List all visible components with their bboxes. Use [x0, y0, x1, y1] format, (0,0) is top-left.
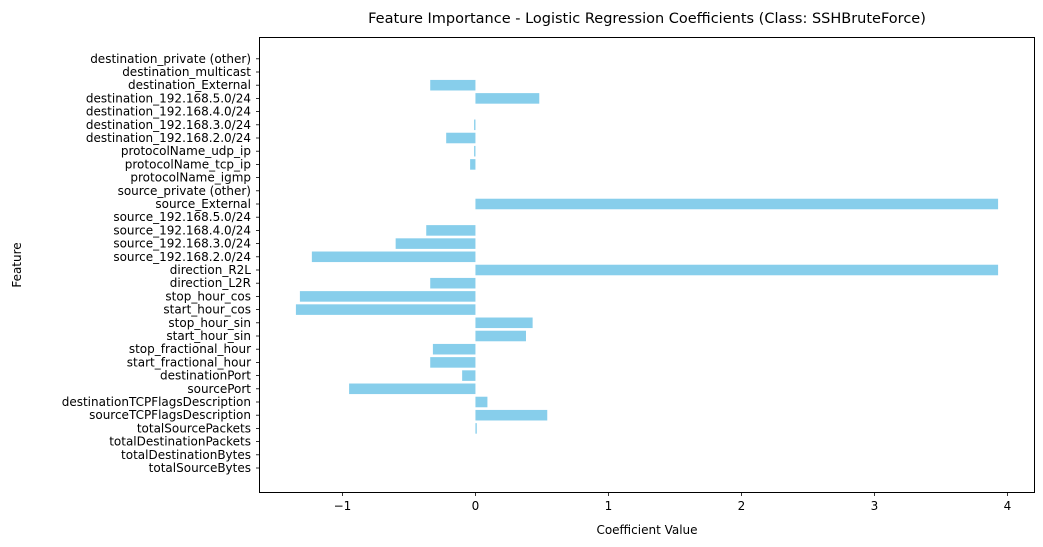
y-tick-label: source_192.168.2.0/24 [113, 250, 251, 264]
y-tick-label: sourcePort [187, 382, 251, 396]
y-tick-label: sourceTCPFlagsDescription [89, 408, 251, 422]
y-tick-label: totalSourcePackets [137, 421, 251, 435]
bar [426, 225, 476, 236]
y-tick-label: totalDestinationPackets [109, 435, 251, 449]
bar [430, 357, 476, 368]
y-tick-label: destinationTCPFlagsDescription [62, 395, 251, 409]
bar [475, 409, 548, 421]
x-tick-label: −1 [334, 499, 352, 513]
y-tick-label: source_private (other) [118, 184, 251, 198]
bar [299, 291, 476, 302]
bars-group [295, 79, 999, 434]
x-tick-label: 0 [472, 499, 480, 513]
y-tick-label: protocolName_tcp_ip [125, 157, 251, 171]
y-tick-label: source_192.168.4.0/24 [113, 223, 251, 237]
chart-title: Feature Importance - Logistic Regression… [368, 11, 926, 27]
bar [475, 423, 477, 434]
bar [475, 396, 488, 408]
bar [462, 370, 476, 381]
y-tick-label: totalSourceBytes [149, 461, 251, 475]
y-tick-labels: totalSourceBytestotalDestinationBytestot… [62, 52, 260, 475]
x-tick-label: 2 [738, 499, 746, 513]
y-tick-label: direction_R2L [170, 263, 252, 277]
y-tick-label: destinationPort [160, 369, 251, 383]
bar [470, 159, 476, 170]
x-tick-label: 1 [605, 499, 613, 513]
y-tick-label: source_External [155, 197, 251, 211]
y-tick-label: destination_192.168.3.0/24 [86, 118, 251, 132]
bar [474, 119, 476, 131]
bar [475, 264, 999, 276]
y-tick-label: destination_private (other) [90, 52, 251, 66]
y-tick-label: stop_fractional_hour [129, 342, 251, 356]
y-tick-label: totalDestinationBytes [121, 448, 251, 462]
y-tick-label: destination_192.168.5.0/24 [86, 91, 251, 105]
y-tick-label: protocolName_igmp [130, 171, 251, 185]
y-tick-label: protocolName_udp_ip [121, 144, 251, 158]
y-tick-label: source_192.168.5.0/24 [113, 210, 251, 224]
bar [432, 343, 476, 355]
bar [475, 93, 540, 104]
bar [311, 251, 476, 263]
bar [349, 383, 476, 395]
y-tick-label: stop_hour_cos [165, 289, 251, 303]
y-tick-label: destination_192.168.4.0/24 [86, 105, 251, 119]
y-tick-label: destination_External [128, 78, 251, 92]
y-tick-label: destination_multicast [122, 65, 251, 79]
bar [295, 304, 476, 315]
bar [474, 145, 476, 157]
y-tick-label: direction_L2R [170, 276, 251, 290]
bar [430, 79, 476, 91]
y-tick-label: stop_hour_sin [168, 316, 251, 330]
y-tick-label: start_fractional_hour [127, 355, 251, 369]
x-ticks: −1 0 1 2 3 4 [334, 492, 1012, 513]
bar [475, 317, 533, 329]
y-tick-label: start_hour_sin [166, 329, 251, 343]
x-tick-label: 4 [1004, 499, 1012, 513]
bar [475, 198, 999, 210]
y-tick-label: source_192.168.3.0/24 [113, 237, 251, 251]
y-tick-label: destination_192.168.2.0/24 [86, 131, 251, 145]
plot-frame [259, 37, 1035, 493]
bar [475, 330, 526, 342]
y-axis-title: Feature [10, 242, 24, 287]
x-tick-label: 3 [871, 499, 879, 513]
bar [446, 132, 476, 144]
bar [430, 277, 476, 289]
x-axis-title: Coefficient Value [596, 523, 697, 537]
bar [395, 238, 476, 249]
y-tick-label: start_hour_cos [163, 303, 251, 317]
